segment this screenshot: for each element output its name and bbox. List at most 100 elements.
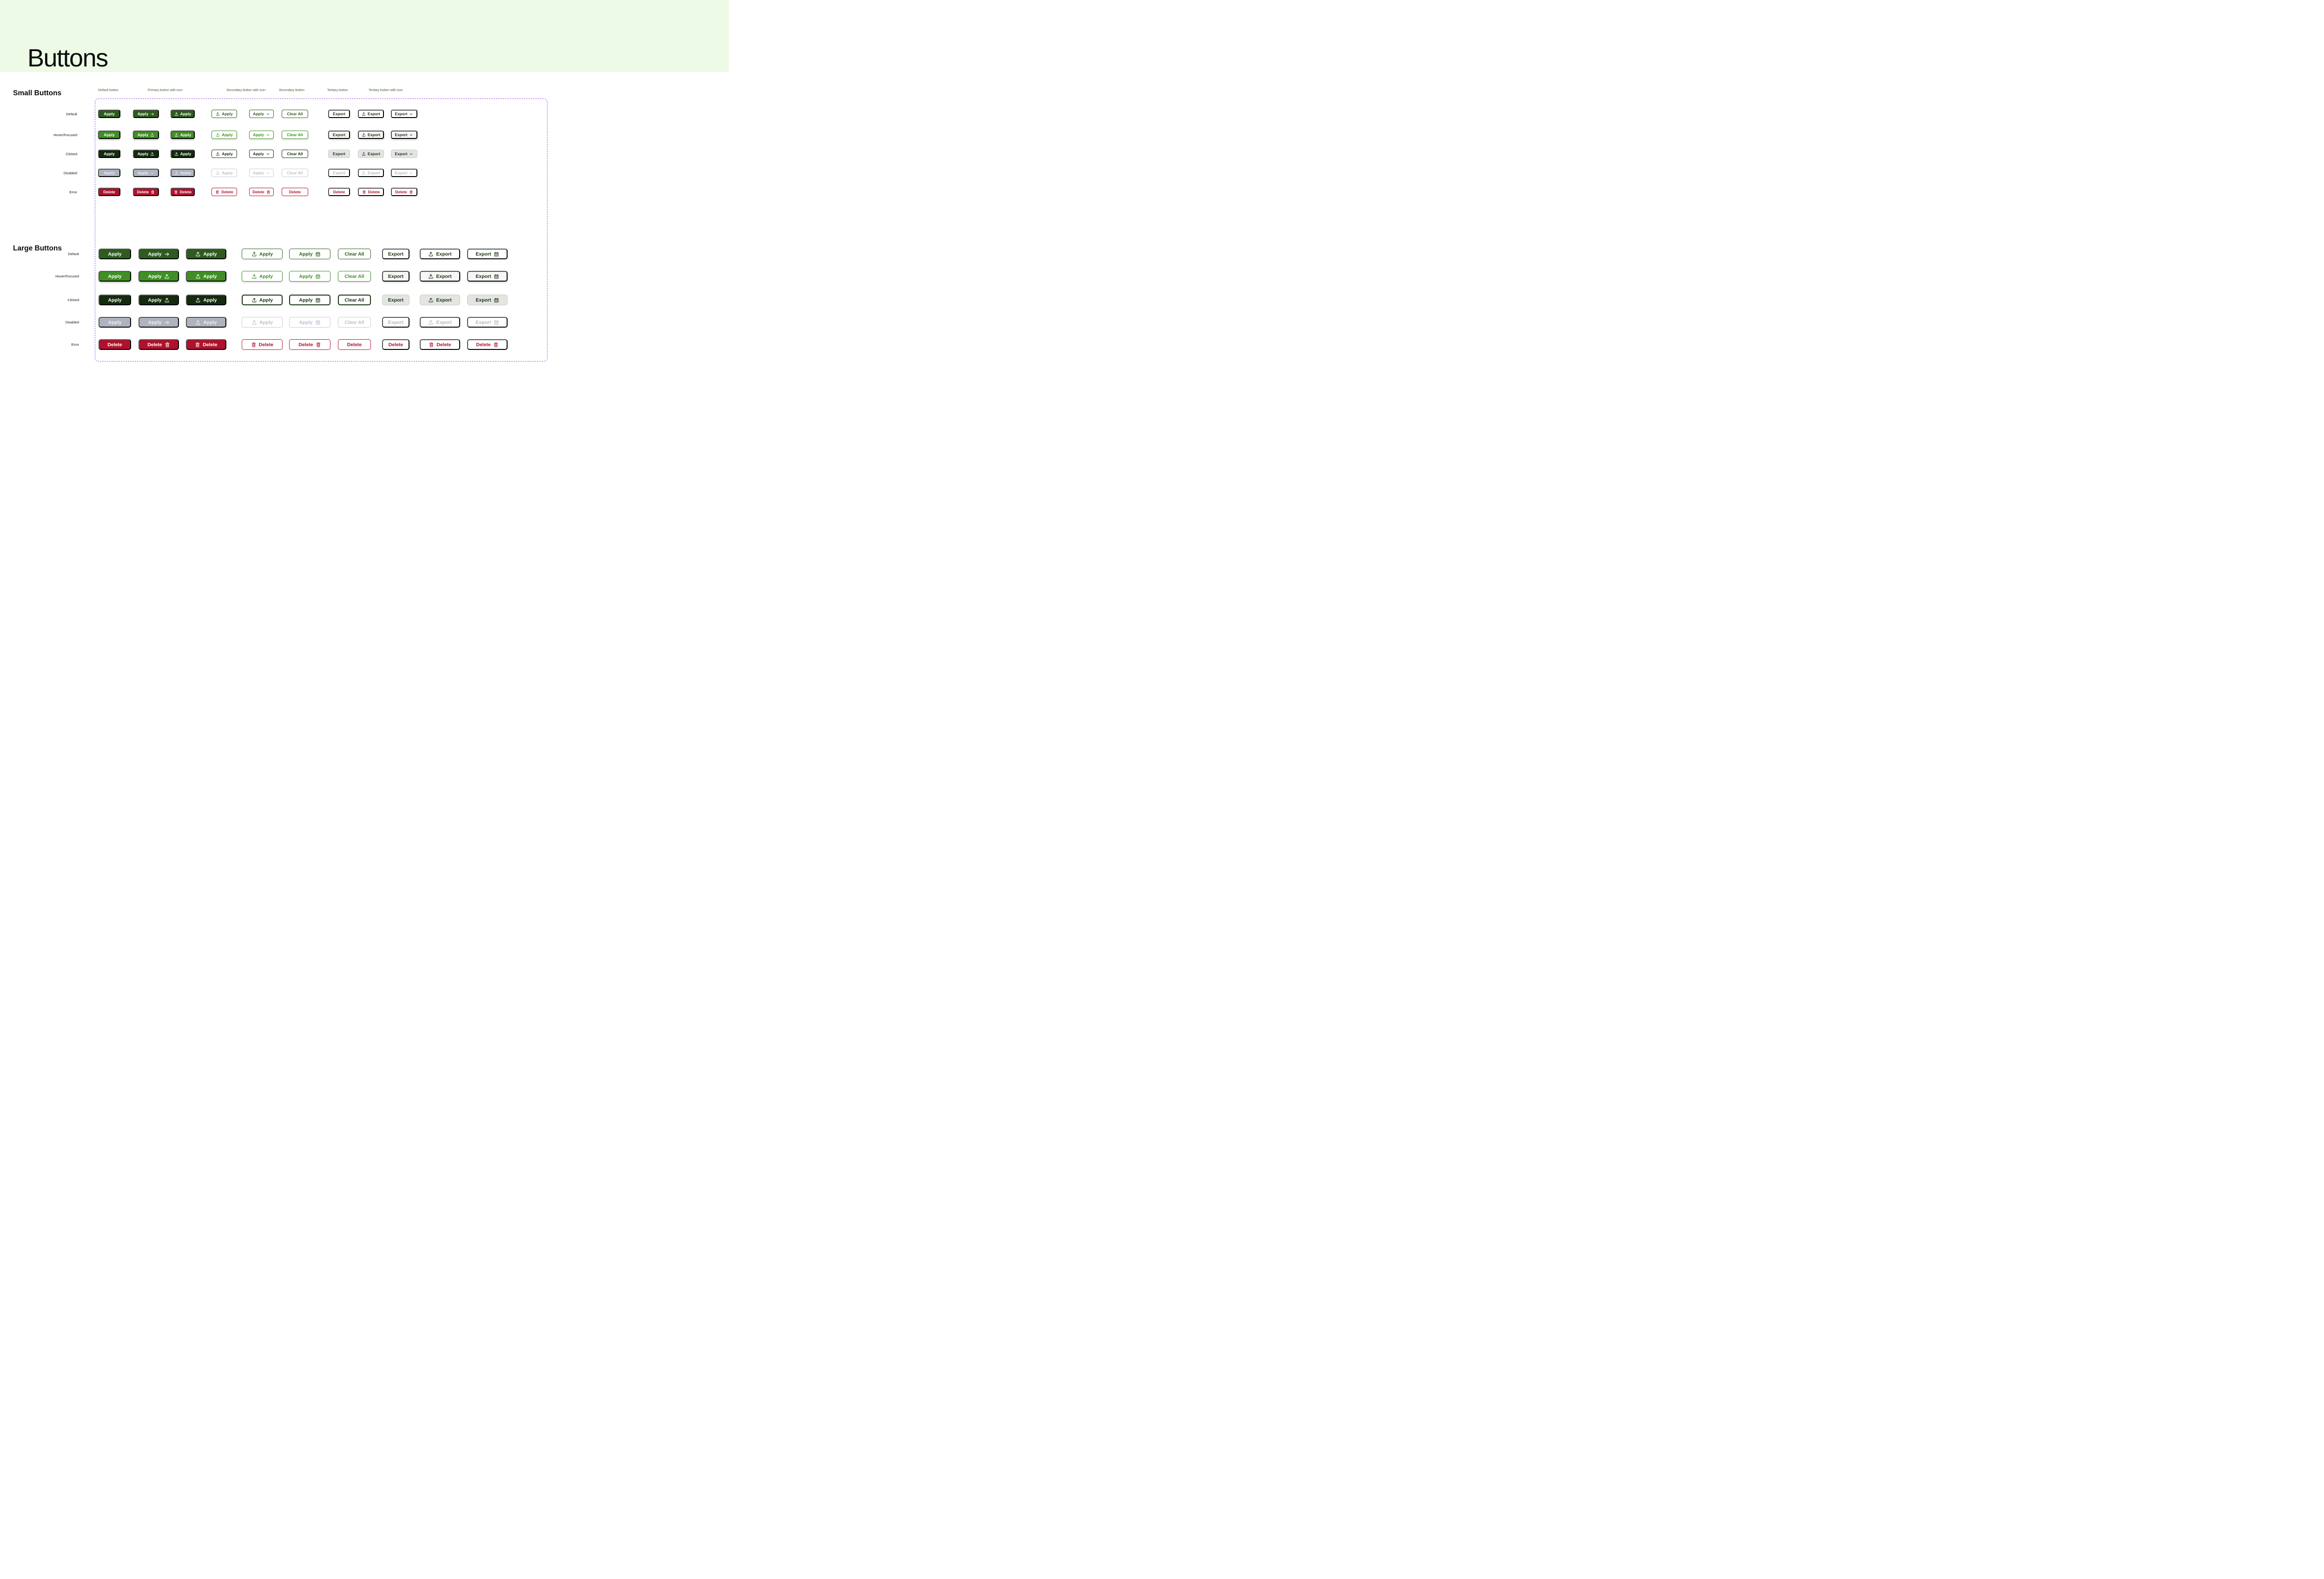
tertiary-small-disabled-button: Export: [358, 169, 384, 177]
secondary-large-clicked-button[interactable]: Apply: [289, 295, 330, 305]
tertiary-small-hover-button[interactable]: Export: [391, 131, 417, 139]
secondary-small-hover-button[interactable]: Clear All: [282, 131, 308, 139]
tertiary-small-clicked-button[interactable]: Export: [358, 150, 384, 158]
primary-large-hover-button[interactable]: Apply: [99, 271, 131, 282]
tertiary-small-default-button[interactable]: Export: [391, 110, 417, 118]
row-label-default: Default: [68, 252, 79, 256]
primary-small-default-button[interactable]: Apply: [98, 110, 120, 118]
tertiary-large-error-button[interactable]: Delete: [420, 339, 460, 350]
tertiary-large-hover-button[interactable]: Export: [420, 271, 460, 282]
tertiary-small-default-button[interactable]: Export: [328, 110, 350, 118]
button-label: Delete: [333, 190, 345, 194]
upload-icon: [362, 152, 366, 156]
secondary-large-error-button[interactable]: Delete: [289, 339, 330, 350]
button-label: Delete: [347, 342, 362, 348]
primary-large-error-button[interactable]: Delete: [186, 339, 226, 350]
button-label: Export: [333, 151, 345, 156]
tertiary-large-clicked-button[interactable]: Export: [467, 295, 508, 305]
secondary-small-clicked-button[interactable]: Apply: [249, 150, 274, 158]
secondary-large-default-button[interactable]: Clear All: [338, 249, 371, 259]
upload-icon: [216, 112, 220, 116]
primary-small-hover-button[interactable]: Apply: [171, 131, 195, 139]
calendar-icon: [494, 251, 499, 257]
row-label-default: Default: [66, 112, 77, 116]
tertiary-small-clicked-button[interactable]: Export: [391, 150, 417, 158]
primary-small-default-button[interactable]: Apply: [133, 110, 159, 118]
button-label: Delete: [107, 342, 122, 348]
secondary-small-hover-button[interactable]: Apply: [211, 131, 237, 139]
tertiary-large-clicked-button[interactable]: Export: [420, 295, 460, 305]
tertiary-small-default-button[interactable]: Export: [358, 110, 384, 118]
secondary-small-clicked-button[interactable]: Clear All: [282, 150, 308, 158]
tertiary-small-hover-button[interactable]: Export: [328, 131, 350, 139]
arrow-right-icon: [150, 112, 154, 116]
primary-large-default-button[interactable]: Apply: [99, 249, 131, 259]
calendar-icon: [494, 297, 499, 303]
primary-small-error-button[interactable]: Delete: [171, 188, 195, 196]
secondary-small-error-button[interactable]: Delete: [211, 188, 237, 196]
primary-small-hover-button[interactable]: Apply: [133, 131, 159, 139]
tertiary-large-clicked-button[interactable]: Export: [382, 295, 409, 305]
button-label: Export: [395, 132, 408, 137]
button-label: Apply: [259, 319, 273, 325]
primary-large-error-button[interactable]: Delete: [139, 339, 179, 350]
tertiary-small-error-button[interactable]: Delete: [358, 188, 384, 196]
primary-small-hover-button[interactable]: Apply: [98, 131, 120, 139]
secondary-large-hover-button[interactable]: Clear All: [338, 271, 371, 282]
secondary-small-default-button[interactable]: Clear All: [282, 110, 308, 118]
secondary-large-default-button[interactable]: Apply: [289, 249, 330, 259]
upload-icon: [428, 274, 434, 279]
secondary-small-default-button[interactable]: Apply: [211, 110, 237, 118]
primary-small-error-button[interactable]: Delete: [133, 188, 159, 196]
tertiary-large-default-button[interactable]: Export: [382, 249, 409, 259]
primary-large-clicked-button[interactable]: Apply: [139, 295, 179, 305]
secondary-small-error-button[interactable]: Delete: [282, 188, 308, 196]
primary-large-clicked-button[interactable]: Apply: [99, 295, 131, 305]
chevron-down-icon: [409, 112, 413, 116]
row-label-disabled: Disabled: [65, 320, 79, 324]
primary-large-default-button[interactable]: Apply: [186, 249, 226, 259]
tertiary-small-clicked-button[interactable]: Export: [328, 150, 350, 158]
primary-large-default-button[interactable]: Apply: [139, 249, 179, 259]
button-label: Apply: [203, 273, 217, 279]
tertiary-large-default-button[interactable]: Export: [467, 249, 508, 259]
row-label-error: Error: [69, 190, 77, 194]
secondary-large-clicked-button[interactable]: Clear All: [338, 295, 371, 305]
secondary-small-clicked-button[interactable]: Apply: [211, 150, 237, 158]
primary-small-default-button[interactable]: Apply: [171, 110, 195, 118]
primary-small-clicked-button[interactable]: Apply: [133, 150, 159, 158]
tertiary-large-hover-button[interactable]: Export: [467, 271, 508, 282]
primary-large-hover-button[interactable]: Apply: [139, 271, 179, 282]
primary-small-clicked-button[interactable]: Apply: [98, 150, 120, 158]
tertiary-large-error-button[interactable]: Delete: [382, 339, 409, 350]
secondary-small-error-button[interactable]: Delete: [249, 188, 274, 196]
primary-large-hover-button[interactable]: Apply: [186, 271, 226, 282]
secondary-large-hover-button[interactable]: Apply: [289, 271, 330, 282]
secondary-large-hover-button[interactable]: Apply: [242, 271, 283, 282]
tertiary-large-hover-button[interactable]: Export: [382, 271, 409, 282]
tertiary-small-error-button[interactable]: Delete: [328, 188, 350, 196]
tertiary-large-default-button[interactable]: Export: [420, 249, 460, 259]
secondary-small-disabled-button: Apply: [249, 169, 274, 177]
trash-icon: [195, 342, 200, 348]
design-canvas: Buttons Small Buttons Large Buttons Defa…: [0, 0, 729, 387]
secondary-large-clicked-button[interactable]: Apply: [242, 295, 283, 305]
primary-small-clicked-button[interactable]: Apply: [171, 150, 195, 158]
primary-large-clicked-button[interactable]: Apply: [186, 295, 226, 305]
component-frame-dashed-border: [95, 99, 548, 362]
primary-small-error-button[interactable]: Delete: [98, 188, 120, 196]
secondary-small-hover-button[interactable]: Apply: [249, 131, 274, 139]
trash-icon: [429, 342, 434, 348]
upload-icon: [174, 112, 178, 116]
secondary-large-error-button[interactable]: Delete: [338, 339, 371, 350]
secondary-small-default-button[interactable]: Apply: [249, 110, 274, 118]
tertiary-small-hover-button[interactable]: Export: [358, 131, 384, 139]
tertiary-large-error-button[interactable]: Delete: [467, 339, 508, 350]
secondary-large-disabled-button: Apply: [289, 317, 330, 328]
primary-large-error-button[interactable]: Delete: [99, 339, 131, 350]
tertiary-small-error-button[interactable]: Delete: [391, 188, 417, 196]
calendar-icon: [315, 274, 321, 279]
secondary-large-error-button[interactable]: Delete: [242, 339, 283, 350]
button-label: Export: [395, 171, 408, 175]
secondary-large-default-button[interactable]: Apply: [242, 249, 283, 259]
